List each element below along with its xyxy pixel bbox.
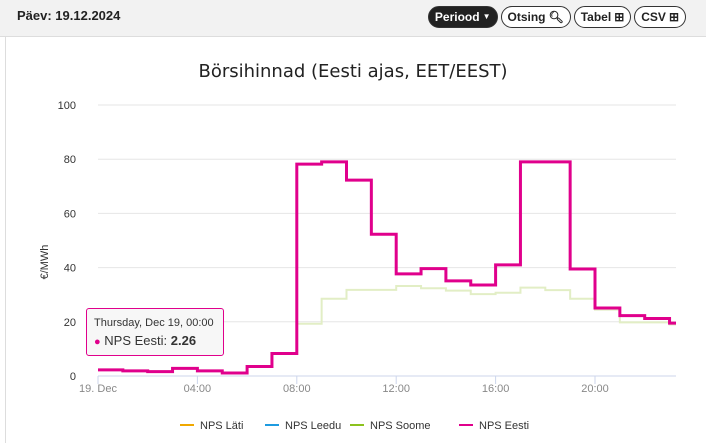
csv-button[interactable]: CSV ⊞: [634, 6, 686, 28]
chart-title: Börsihinnad (Eesti ajas, EET/EEST): [198, 61, 507, 82]
legend-item: NPS Eesti: [479, 420, 529, 432]
top-bar: Päev: 19.12.2024 Periood ▼ Otsing 🔍︎ Tabel…: [0, 0, 706, 37]
date-label: Päev: 19.12.2024: [17, 8, 121, 23]
table-icon: ⊞: [668, 10, 679, 24]
period-button[interactable]: Periood ▼: [427, 6, 498, 28]
tooltip: Thursday, Dec 19, 00:00 ● NPS Eesti: 2.2…: [86, 308, 224, 356]
legend-item: NPS Läti: [200, 420, 243, 432]
x-tick-label: 04:00: [184, 383, 212, 395]
x-tick-label: 20:00: [581, 383, 609, 395]
tooltip-series: NPS Eesti:: [104, 333, 168, 348]
tooltip-title: Thursday, Dec 19, 00:00: [94, 317, 214, 329]
caret-down-icon: ▼: [482, 12, 491, 21]
series-dot-icon: ●: [94, 336, 101, 348]
y-tick-label: 60: [64, 208, 76, 220]
period-label: Periood: [434, 10, 480, 24]
y-tick-label: 20: [64, 317, 76, 329]
x-tick-label: 12:00: [382, 383, 410, 395]
legend-item: NPS Leedu: [285, 420, 341, 432]
x-tick-label: 19. Dec: [79, 383, 117, 395]
search-label: Otsing: [507, 10, 546, 24]
series-line-nps-eesti: [98, 160, 676, 375]
search-button[interactable]: Otsing 🔍︎: [500, 6, 571, 28]
y-tick-label: 100: [58, 100, 76, 112]
divider: [5, 36, 6, 443]
y-tick-label: 40: [64, 263, 76, 275]
y-tick-label: 80: [64, 154, 76, 166]
table-icon: ⊞: [614, 10, 625, 24]
search-icon: 🔍︎: [548, 10, 564, 24]
table-label: Tabel: [580, 10, 612, 24]
x-tick-label: 16:00: [482, 383, 510, 395]
x-tick-label: 08:00: [283, 383, 311, 395]
y-tick-label: 0: [70, 371, 76, 383]
csv-label: CSV: [641, 10, 666, 24]
tooltip-value: 2.26: [170, 333, 197, 348]
y-axis-label: €/MWh: [39, 245, 51, 280]
legend-item: NPS Soome: [370, 420, 431, 432]
table-button[interactable]: Tabel ⊞: [573, 6, 632, 28]
